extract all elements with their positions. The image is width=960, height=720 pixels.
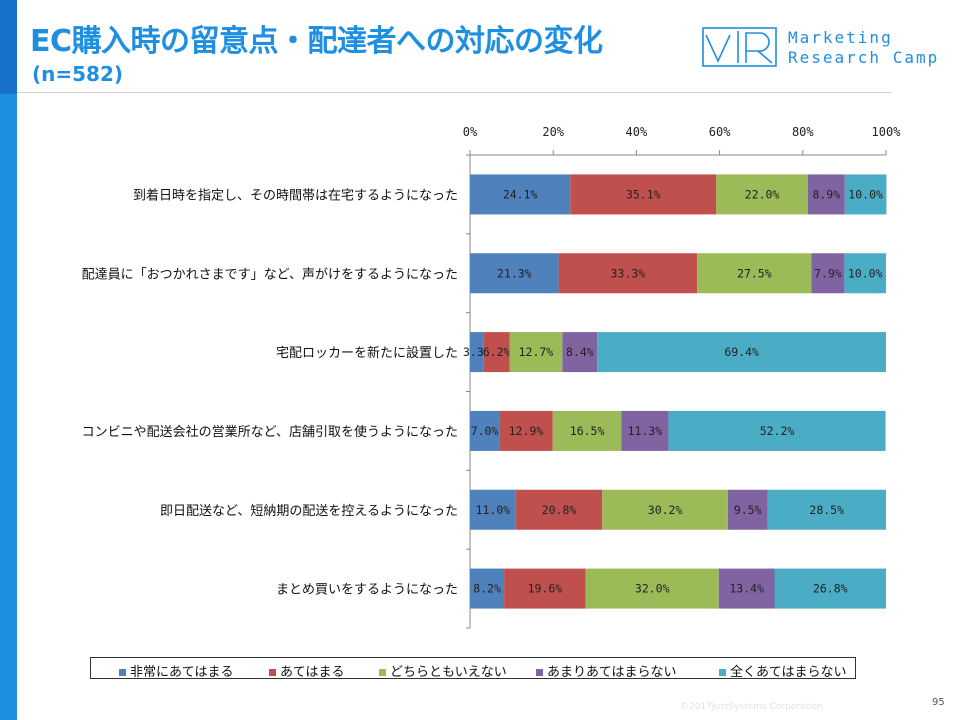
brand-line-1: Marketing	[788, 28, 893, 47]
bar-segment	[844, 174, 887, 215]
data-label: 11.3%	[628, 424, 663, 438]
data-label: 52.2%	[760, 424, 795, 438]
data-label: 8.2%	[473, 582, 501, 596]
bar-segment	[562, 332, 598, 373]
bar-segment	[597, 332, 886, 373]
data-label: 7.9%	[814, 266, 842, 280]
legend-swatch	[379, 669, 386, 676]
brand-name: Marketing Research Camp	[788, 28, 939, 68]
data-label: 10.0%	[848, 266, 883, 280]
legend-label: 非常にあてはまる	[130, 665, 234, 680]
legend-label: 全くあてはまらない	[730, 665, 847, 680]
bar-segment	[774, 568, 886, 609]
legend-item: どちらともいえない	[379, 661, 507, 680]
data-label: 21.3%	[497, 266, 532, 280]
bar-segment	[470, 568, 505, 609]
data-label: 11.0%	[476, 503, 511, 517]
legend-swatch	[269, 669, 276, 676]
legend-item: 非常にあてはまる	[119, 661, 233, 680]
bar-segment	[585, 568, 719, 609]
data-label: 16.5%	[570, 424, 605, 438]
bar-segment	[621, 410, 669, 451]
data-label: 8.9%	[812, 187, 840, 201]
page-number: 95	[932, 697, 945, 708]
side-accent-bar	[0, 0, 17, 720]
data-label: 28.5%	[809, 503, 844, 517]
bar-segment	[807, 174, 845, 215]
mrc-logo-icon	[702, 27, 777, 67]
brand-line-2: Research Camp	[788, 48, 940, 67]
page-title: EC購入時の留意点・配達者への対応の変化	[30, 24, 603, 59]
category-label: 宅配ロッカーを新たに設置した	[276, 345, 458, 361]
x-tick-label: 0%	[463, 125, 478, 139]
category-label: 配達員に「おつかれさまです」など、声がけをするようになった	[82, 267, 458, 282]
bar-segment	[499, 410, 553, 451]
data-label: 6.2%	[483, 345, 511, 359]
bar-segment	[470, 410, 500, 451]
data-label: 8.4%	[566, 345, 594, 359]
legend-item: あてはまる	[269, 661, 344, 680]
bar-segment	[570, 174, 717, 215]
data-label: 10.0%	[848, 187, 883, 201]
data-label: 12.7%	[519, 345, 554, 359]
x-tick-label: 40%	[626, 125, 648, 139]
data-label: 33.3%	[611, 266, 646, 280]
category-label: コンビニや配送会社の営業所など、店舗引取を使うようになった	[82, 424, 458, 440]
x-tick-label: 20%	[542, 125, 564, 139]
legend-swatch	[719, 669, 726, 676]
bar-segment	[767, 489, 886, 530]
legend-label: どちらともいえない	[390, 665, 507, 680]
data-label: 27.5%	[737, 266, 772, 280]
data-label: 69.4%	[724, 345, 759, 359]
bar-segment	[470, 489, 516, 530]
data-label: 20.8%	[542, 503, 577, 517]
data-label: 30.2%	[648, 503, 683, 517]
stacked-bar-chart: 0% 20% 40% 60% 80% 100% 到着日時を指定し、その時間帯は在宅するように…	[82, 125, 902, 629]
data-label: 12.9%	[509, 424, 544, 438]
x-tick-label: 80%	[792, 125, 814, 139]
data-label: 22.0%	[745, 187, 780, 201]
bar-segment	[552, 410, 622, 451]
bar-segment	[602, 489, 728, 530]
bar-segment	[470, 174, 571, 215]
bar-segment	[483, 332, 510, 373]
data-label: 13.4%	[729, 582, 764, 596]
bar-segment	[470, 253, 559, 294]
legend-item: あまりあてはまらない	[536, 661, 676, 680]
chart-legend: 非常にあてはまる あてはまる どちらともいえない あまりあてはまらない 全くあてはまらな…	[90, 657, 856, 680]
data-label: 9.5%	[734, 503, 762, 517]
legend-label: あまりあてはまらない	[547, 665, 677, 680]
bar-segment	[716, 174, 808, 215]
x-tick-label: 60%	[709, 125, 731, 139]
category-label: 到着日時を指定し、その時間帯は在宅するようになった	[133, 187, 458, 203]
bar-segment	[697, 253, 812, 294]
bar-segment	[844, 253, 886, 294]
copyright: ©2017JustSystems Corporation	[680, 702, 823, 712]
bar-segment	[515, 489, 603, 530]
category-label: 即日配送など、短納期の配送を控えるようになった	[160, 504, 458, 519]
data-label: 24.1%	[503, 187, 538, 201]
bar-segment	[727, 489, 768, 530]
bar-segment	[668, 410, 886, 451]
category-label: まとめ買いをするようになった	[276, 583, 458, 598]
title-divider	[17, 92, 892, 93]
data-label: 19.6%	[528, 582, 563, 596]
bar-segment	[504, 568, 586, 609]
bar-segment	[811, 253, 845, 294]
legend-swatch	[119, 669, 126, 676]
sample-size: (n=582)	[32, 62, 124, 86]
legend-swatch	[536, 669, 543, 676]
bar-segment	[509, 332, 563, 373]
bar-segment	[470, 332, 484, 373]
x-tick-label: 100%	[872, 125, 902, 139]
legend-label: あてはまる	[280, 665, 345, 680]
side-accent-bar-top	[0, 0, 17, 94]
bar-segment	[718, 568, 775, 609]
legend-item: 全くあてはまらない	[719, 661, 846, 680]
bar-segment	[558, 253, 698, 294]
data-label: 32.0%	[635, 582, 670, 596]
data-label: 26.8%	[813, 582, 848, 596]
data-label: 7.0%	[471, 424, 499, 438]
data-label: 35.1%	[626, 187, 661, 201]
